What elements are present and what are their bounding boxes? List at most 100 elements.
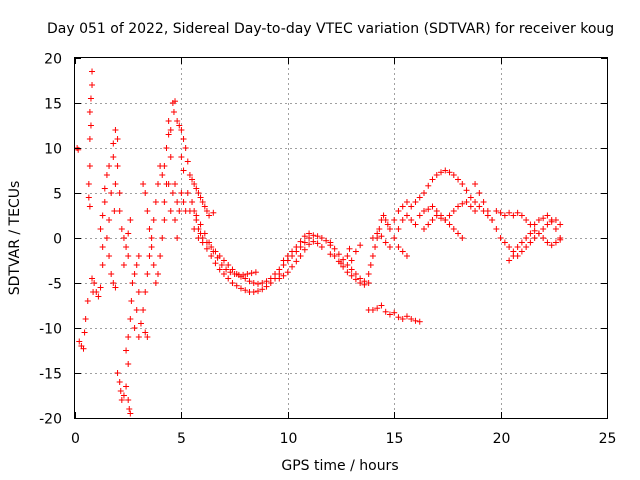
data-point: [125, 361, 132, 367]
data-point: [535, 217, 542, 223]
data-point: [527, 239, 534, 246]
data-point: [276, 275, 283, 282]
data-point: [344, 253, 351, 259]
data-point: [99, 244, 106, 250]
data-point: [114, 163, 121, 169]
data-point: [150, 217, 157, 223]
data-point: [412, 317, 419, 324]
data-point: [267, 280, 274, 286]
data-point: [518, 212, 525, 219]
data-point: [144, 271, 151, 277]
data-point: [103, 172, 110, 178]
data-point: [118, 226, 125, 232]
data-point: [480, 199, 487, 205]
data-point: [191, 226, 198, 232]
data-point: [301, 246, 308, 253]
y-tick-label: -10: [39, 322, 62, 338]
data-point: [144, 334, 151, 340]
data-point: [399, 316, 406, 322]
data-point: [348, 257, 355, 264]
data-point: [263, 283, 270, 290]
data-point: [314, 240, 321, 247]
data-point: [380, 212, 387, 219]
data-point: [133, 262, 140, 268]
data-point: [80, 345, 87, 352]
chart-title: Day 051 of 2022, Sidereal Day-to-day VTE…: [47, 21, 614, 37]
data-point: [284, 269, 291, 276]
data-point: [272, 271, 279, 277]
data-point: [446, 221, 453, 228]
data-point: [459, 181, 466, 187]
data-point: [518, 248, 525, 255]
data-point: [154, 181, 161, 187]
data-point: [233, 282, 240, 289]
data-point: [140, 307, 147, 313]
data-point: [242, 275, 249, 282]
data-point: [163, 145, 170, 151]
data-point: [369, 253, 376, 259]
data-point: [416, 318, 423, 325]
data-point: [110, 140, 117, 147]
data-point: [108, 190, 115, 196]
data-point: [557, 236, 564, 243]
plot-frame: [74, 57, 608, 419]
data-point: [378, 302, 385, 309]
data-point: [99, 212, 106, 219]
data-point: [170, 109, 177, 115]
data-point: [174, 199, 181, 205]
x-tick-label: 0: [71, 431, 80, 447]
data-point: [463, 187, 470, 194]
data-point: [191, 208, 198, 214]
data-point: [340, 263, 347, 270]
data-point: [150, 262, 157, 268]
tick-labels: 0 5 10 15 20 25 -20 -15 -10 -5 0 5 10 15 20: [39, 52, 616, 448]
data-point: [331, 245, 338, 252]
data-point: [429, 217, 436, 223]
gridlines: [75, 58, 607, 418]
data-point: [120, 392, 127, 399]
data-point: [506, 209, 513, 216]
data-point: [127, 410, 134, 417]
data-point: [87, 122, 94, 129]
data-point: [386, 226, 393, 232]
data-point: [467, 194, 474, 201]
data-point: [276, 266, 283, 273]
data-point: [416, 212, 423, 219]
data-point: [146, 226, 153, 232]
data-point: [340, 256, 347, 263]
data-point: [523, 217, 530, 223]
data-point: [459, 200, 466, 207]
data-point: [75, 146, 82, 153]
data-point: [420, 190, 427, 196]
data-point: [433, 212, 440, 219]
x-tick-label: 10: [280, 431, 298, 447]
data-point: [450, 208, 457, 214]
data-point: [144, 208, 151, 214]
data-point: [189, 176, 196, 183]
data-point: [142, 329, 149, 336]
data-point: [301, 239, 308, 246]
data-point: [129, 280, 136, 286]
data-point: [178, 154, 185, 160]
data-point: [142, 190, 149, 196]
data-point: [123, 347, 130, 354]
data-point: [369, 235, 376, 241]
data-point: [352, 248, 359, 255]
data-point: [180, 136, 187, 142]
data-point: [167, 127, 174, 133]
data-point: [110, 154, 117, 160]
data-point: [106, 217, 113, 223]
data-point: [403, 212, 410, 219]
data-point: [135, 334, 142, 340]
data-point: [120, 262, 127, 268]
data-point: [318, 244, 325, 250]
data-point: [199, 199, 206, 205]
data-point: [293, 244, 300, 250]
data-point: [148, 235, 155, 241]
data-point: [438, 169, 445, 176]
data-point: [372, 244, 379, 250]
data-point: [87, 95, 94, 102]
data-point: [116, 208, 123, 214]
data-point: [497, 235, 504, 241]
data-point: [76, 338, 83, 345]
